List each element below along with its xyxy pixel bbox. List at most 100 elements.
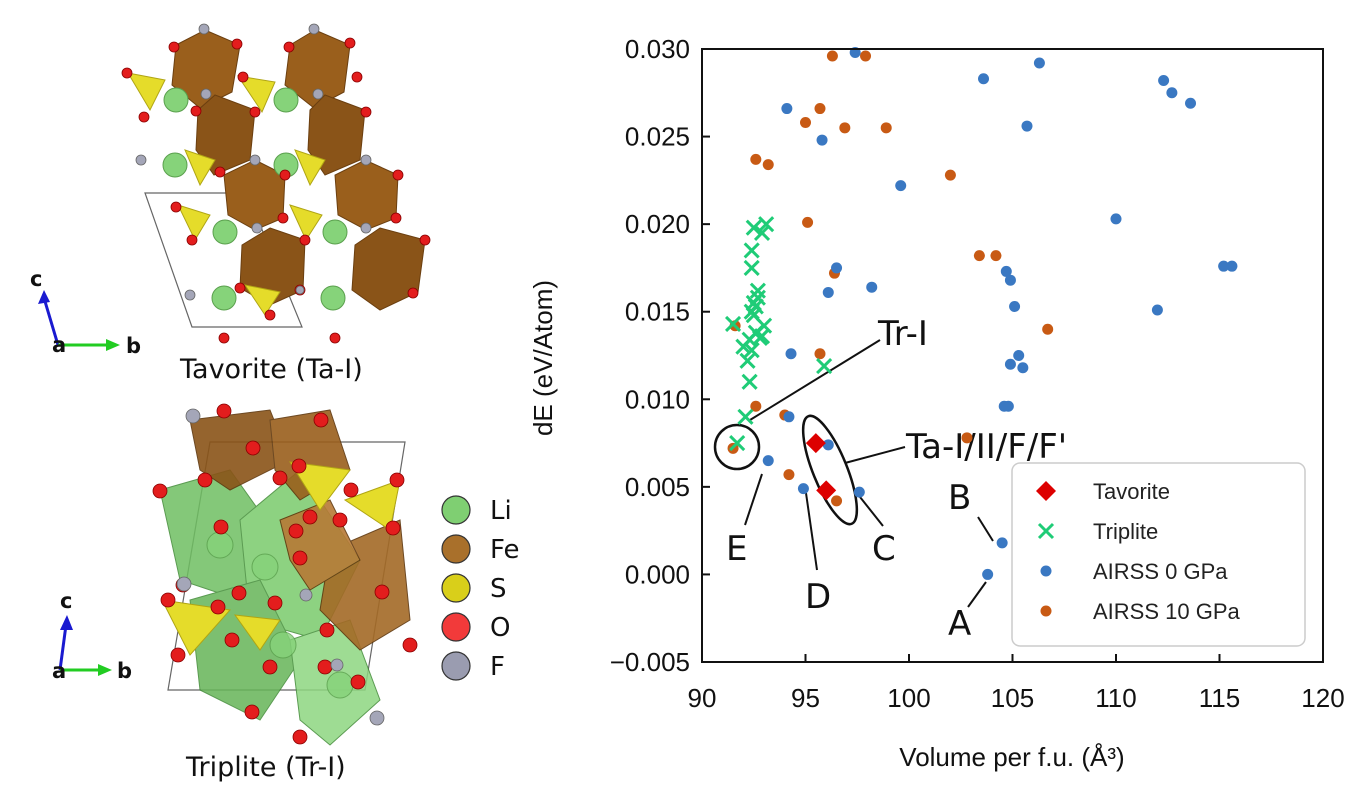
triplite-caption: Triplite (Tr-I) bbox=[185, 752, 346, 783]
legend-label-airss10: AIRSS 10 GPa bbox=[1093, 599, 1241, 624]
airss-0-gpa-point bbox=[1004, 274, 1016, 286]
triplite-point bbox=[745, 294, 762, 312]
airss-0-gpa-point bbox=[1004, 358, 1016, 370]
airss-0-gpa-point bbox=[831, 262, 843, 274]
airss-10-gpa-point bbox=[814, 103, 826, 115]
s-tetrahedra bbox=[127, 72, 326, 316]
triplite-point bbox=[729, 435, 746, 452]
tavorite-caption: Tavorite (Ta-I) bbox=[179, 354, 363, 385]
o-atoms bbox=[121, 37, 431, 344]
triplite-point bbox=[743, 259, 760, 276]
airss-0-gpa-point bbox=[1185, 97, 1197, 109]
element-legend: Li Fe S O F bbox=[441, 495, 520, 682]
triplite-point bbox=[741, 373, 758, 390]
airss-0-gpa-point bbox=[785, 348, 797, 360]
element-fe-swatch bbox=[441, 534, 471, 564]
data-markers bbox=[724, 47, 1238, 580]
triplite-point bbox=[753, 328, 771, 345]
tick-labels: 90 95 100 105 110 115 120 −0.005 0.000 0.005 0.010… bbox=[610, 34, 1345, 713]
tavorite-point bbox=[805, 433, 826, 454]
legend-marker bbox=[1040, 565, 1052, 577]
y-tick-label: 0.030 bbox=[625, 34, 690, 64]
airss-10-gpa-point bbox=[860, 50, 872, 62]
airss-0-gpa-point bbox=[1000, 265, 1012, 277]
triplite-point bbox=[749, 282, 766, 299]
element-o-label: O bbox=[490, 613, 510, 643]
ta-highlight-ellipse bbox=[801, 414, 859, 526]
axis-c-label-2: c bbox=[60, 589, 72, 613]
element-li-swatch bbox=[441, 495, 471, 525]
fe-octahedra bbox=[171, 29, 426, 311]
legend-marker bbox=[1037, 522, 1055, 540]
y-tick-label: 0.020 bbox=[625, 209, 690, 239]
airss-10-gpa-point bbox=[762, 159, 774, 171]
series-legend: Tavorite Triplite AIRSS 0 GPa AIRSS 10 G… bbox=[1011, 462, 1306, 647]
f-atoms bbox=[135, 23, 372, 301]
triplite-point bbox=[737, 408, 754, 425]
s-tetrahedra-2 bbox=[161, 461, 401, 656]
legend-label-tavorite: Tavorite bbox=[1093, 479, 1170, 504]
li-atoms-2 bbox=[206, 531, 354, 699]
airss-0-gpa-point bbox=[1009, 300, 1021, 312]
li-atoms bbox=[162, 87, 348, 311]
b-annotation: B bbox=[948, 478, 971, 518]
a-leader-line bbox=[967, 581, 987, 608]
element-o-swatch bbox=[441, 612, 471, 642]
y-tick-label: 0.010 bbox=[625, 384, 690, 414]
airss-0-gpa-point bbox=[1033, 57, 1045, 69]
axis-c-label: c bbox=[30, 267, 42, 291]
airss-0-gpa-point bbox=[1151, 304, 1163, 316]
c-leader-line bbox=[859, 496, 884, 527]
airss-0-gpa-point bbox=[816, 134, 828, 146]
a-annotation: A bbox=[948, 604, 971, 644]
triplite-structure: c a b Triplite (Tr-I) bbox=[52, 403, 418, 783]
tr-i-annotation: Tr-I bbox=[877, 314, 928, 354]
airss-10-gpa-point bbox=[831, 495, 843, 507]
triplite-point bbox=[724, 315, 742, 333]
y-tick-label: 0.015 bbox=[625, 297, 690, 327]
airss-0-gpa-point bbox=[762, 455, 774, 467]
airss-0-gpa-point bbox=[1166, 87, 1178, 99]
plot-frame bbox=[701, 48, 1324, 663]
airss-10-gpa-point bbox=[826, 50, 838, 62]
airss-10-gpa-point bbox=[880, 122, 892, 134]
airss-0-gpa-point bbox=[866, 281, 878, 293]
airss-10-gpa-point bbox=[750, 153, 762, 165]
airss-0-gpa-point bbox=[1218, 260, 1230, 272]
airss-10-gpa-point bbox=[1042, 323, 1054, 335]
element-fe-label: Fe bbox=[490, 535, 520, 565]
x-tick-label: 110 bbox=[1095, 683, 1136, 713]
airss-0-gpa-point bbox=[853, 486, 865, 498]
tr-i-highlight-ring bbox=[713, 423, 761, 471]
triplite-point bbox=[745, 219, 762, 236]
airss-0-gpa-point bbox=[978, 73, 990, 85]
c-annotation: C bbox=[872, 529, 896, 569]
triplite-point bbox=[753, 224, 771, 241]
legend-marker bbox=[1040, 605, 1052, 617]
ta-annotation: Ta-I/II/F/F' bbox=[905, 427, 1067, 467]
airss-0-gpa-point bbox=[822, 439, 834, 451]
x-tick-label: 95 bbox=[791, 683, 820, 713]
x-tick-label: 120 bbox=[1301, 683, 1344, 713]
element-s-label: S bbox=[490, 574, 507, 604]
d-leader-line bbox=[805, 492, 818, 571]
airss-0-gpa-point bbox=[1226, 260, 1238, 272]
y-tick-label: 0.025 bbox=[625, 122, 690, 152]
legend-label-triplite: Triplite bbox=[1093, 519, 1158, 544]
airss-10-gpa-point bbox=[800, 117, 811, 129]
triplite-axis-triad: c a b bbox=[52, 589, 132, 683]
d-annotation: D bbox=[805, 577, 831, 617]
airss-10-gpa-point bbox=[802, 216, 814, 228]
x-axis-title: Volume per f.u. (Å³) bbox=[899, 742, 1124, 772]
airss-0-gpa-point bbox=[1158, 75, 1170, 87]
tavorite-point bbox=[816, 480, 837, 501]
x-tick-label: 100 bbox=[887, 683, 930, 713]
airss-0-gpa-point bbox=[781, 103, 793, 115]
element-f-swatch bbox=[441, 651, 471, 681]
legend-box bbox=[1011, 462, 1306, 647]
y-tick-label: 0.000 bbox=[625, 559, 690, 589]
e-annotation: E bbox=[726, 529, 747, 569]
airss-10-gpa-point bbox=[944, 169, 956, 181]
y-tick-label: −0.005 bbox=[610, 647, 690, 677]
